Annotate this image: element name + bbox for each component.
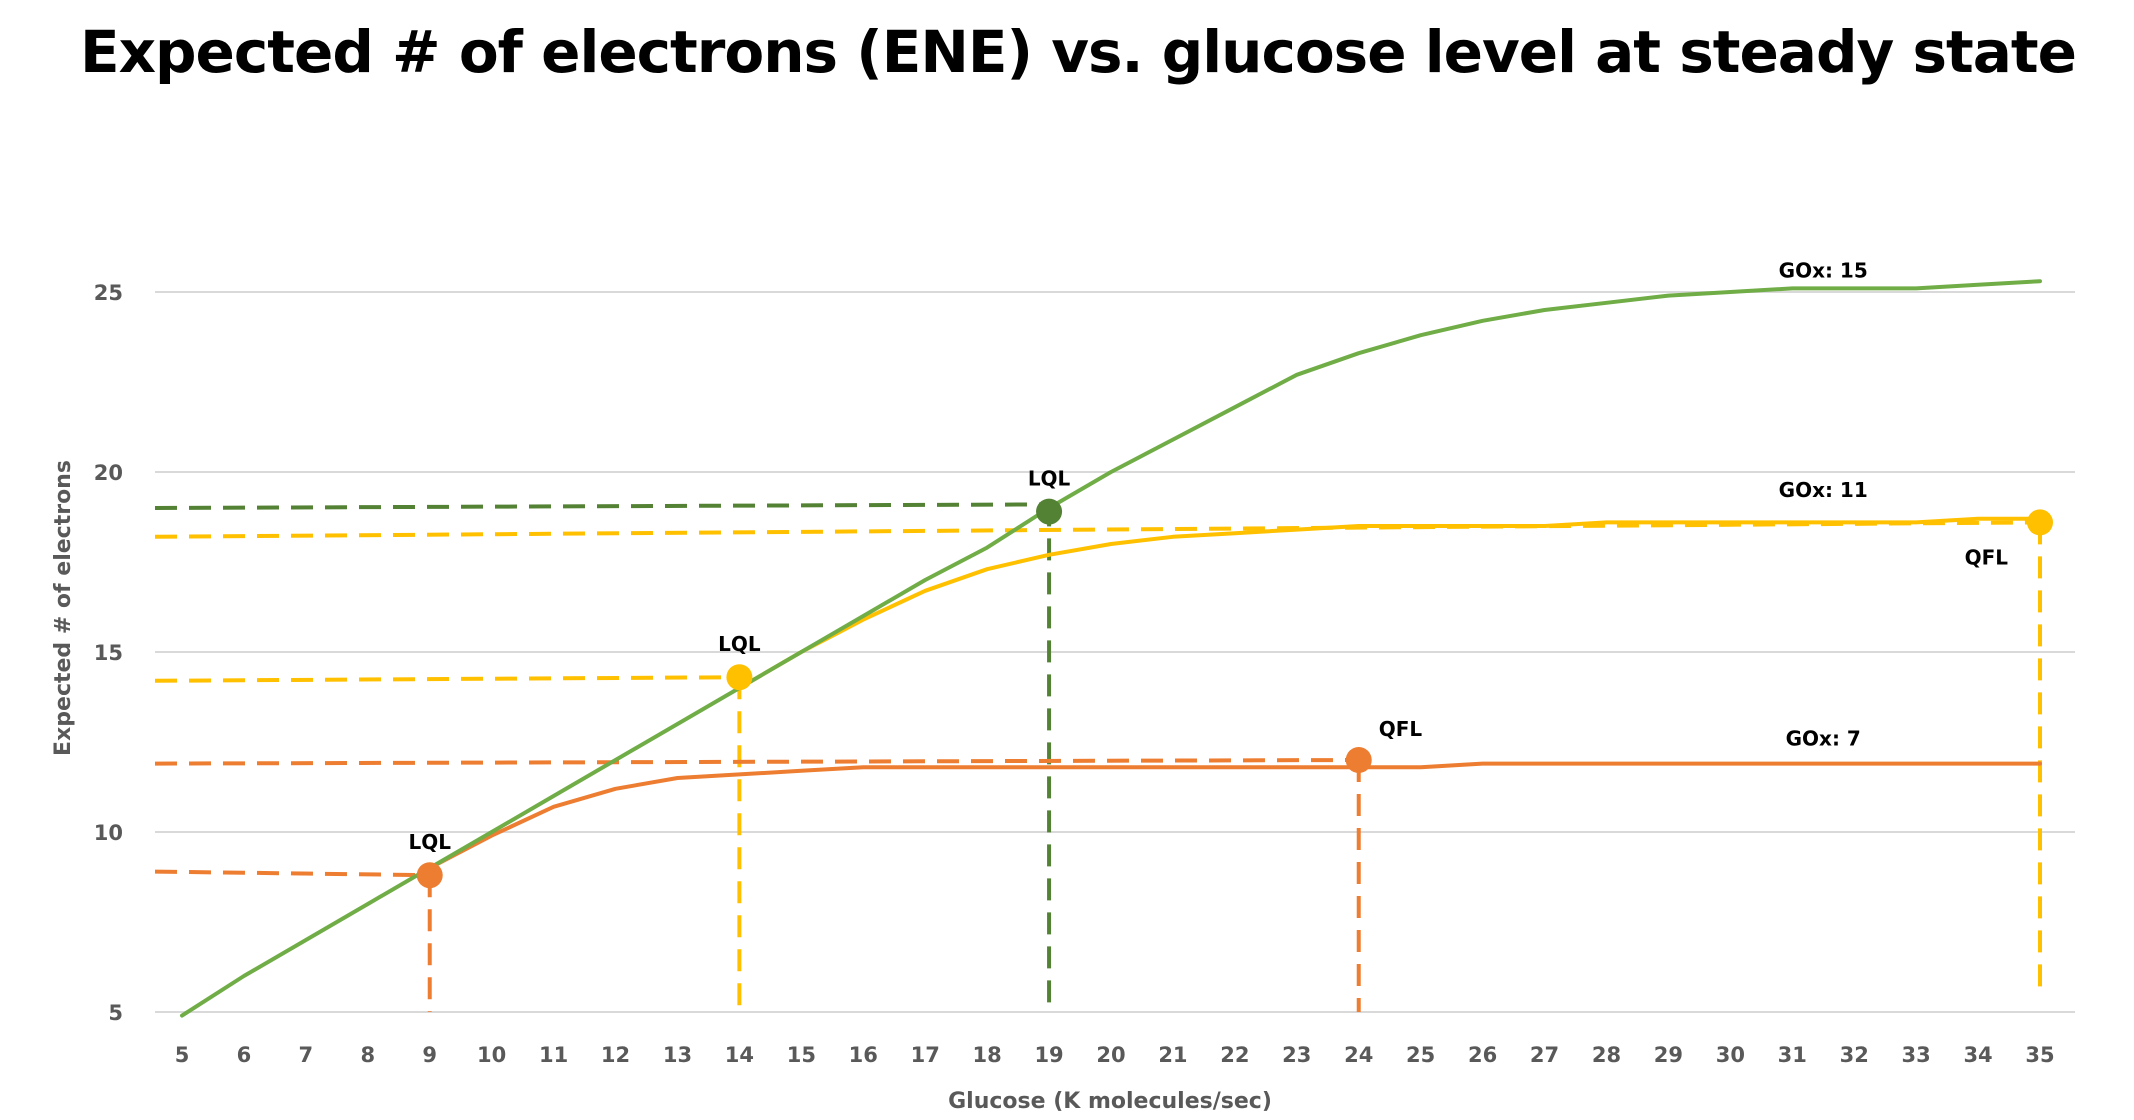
- x-tick-label-14: 14: [725, 1043, 754, 1067]
- chart-title: Expected # of electrons (ENE) vs. glucos…: [80, 18, 2077, 86]
- x-tick-label-15: 15: [787, 1043, 816, 1067]
- series-label-gox-15: GOx: 15: [1779, 259, 1868, 283]
- marker-lql-2: [726, 664, 753, 691]
- label-layer: LQL QFL LQL QFL LQL GOx: 15 GOx: 11 GOx: 7: [408, 259, 2008, 855]
- x-tick-label-21: 21: [1158, 1043, 1187, 1067]
- x-tick-label-10: 10: [477, 1043, 506, 1067]
- marker-qfl-3: [2027, 509, 2053, 536]
- y-tick-label-5: 5: [108, 1001, 123, 1025]
- y-tick-label-10: 10: [94, 821, 123, 845]
- marker-qfl-1: [1345, 747, 1372, 773]
- x-tick-label-23: 23: [1282, 1043, 1311, 1067]
- x-tick-label-34: 34: [1963, 1043, 1992, 1067]
- x-tick-label-9: 9: [422, 1043, 437, 1067]
- dashed-guide-horizontal-0: [154, 502, 1050, 510]
- x-tick-label-12: 12: [601, 1043, 630, 1067]
- guide-layer: [154, 502, 2042, 1012]
- x-tick-label-30: 30: [1716, 1043, 1745, 1067]
- marker-label-qfl-1: QFL: [1379, 717, 1423, 741]
- x-tick-label-11: 11: [539, 1043, 568, 1067]
- y-tick-label-20: 20: [94, 461, 123, 485]
- x-tick-label-19: 19: [1034, 1043, 1063, 1067]
- series-line-gox-11: [737, 516, 2042, 690]
- x-tick-label-33: 33: [1902, 1043, 1931, 1067]
- x-tick-label-28: 28: [1592, 1043, 1621, 1067]
- marker-label-qfl-3: QFL: [1965, 545, 2009, 569]
- x-tick-label-22: 22: [1220, 1043, 1249, 1067]
- x-tick-label-18: 18: [973, 1043, 1002, 1067]
- x-tick-label-35: 35: [2025, 1043, 2054, 1067]
- x-tick-label-8: 8: [360, 1043, 375, 1067]
- series-label-gox-7: GOx: 7: [1786, 727, 1861, 751]
- y-tick-label-15: 15: [94, 641, 123, 665]
- x-tick-label-27: 27: [1530, 1043, 1559, 1067]
- dashed-guide-horizontal-2: [154, 675, 740, 683]
- y-tick-label-25: 25: [94, 281, 123, 305]
- y-axis-title: Expected # of electrons: [51, 460, 76, 756]
- x-tick-label-29: 29: [1654, 1043, 1683, 1067]
- x-tick-label-26: 26: [1468, 1043, 1497, 1067]
- x-tick-label-16: 16: [849, 1043, 878, 1067]
- dashed-guide-horizontal-1: [154, 520, 2041, 539]
- x-tick-label-25: 25: [1406, 1043, 1435, 1067]
- line-layer: [180, 279, 2042, 1018]
- marker-label-lql-0: LQL: [408, 830, 451, 854]
- x-tick-label-6: 6: [237, 1043, 252, 1067]
- x-tick-label-24: 24: [1344, 1043, 1373, 1067]
- x-tick-label-13: 13: [663, 1043, 692, 1067]
- tick-layer: 5 10 15 20 25 5 6 7 8 9 10 11 12 13 14 15 16 17 18 19 20 21 22…: [94, 281, 2055, 1067]
- x-axis-title: Glucose (K molecules/sec): [948, 1089, 1272, 1114]
- x-tick-label-31: 31: [1778, 1043, 1807, 1067]
- marker-lql-0: [416, 862, 443, 889]
- marker-layer: [416, 498, 2053, 889]
- marker-label-lql-4: LQL: [1028, 467, 1071, 491]
- grid-layer: [155, 291, 2075, 1013]
- series-line-gox-7: [427, 761, 2042, 870]
- x-tick-label-20: 20: [1096, 1043, 1125, 1067]
- marker-lql-4: [1036, 498, 1063, 525]
- series-label-gox-11: GOx: 11: [1779, 478, 1868, 502]
- x-tick-label-5: 5: [175, 1043, 190, 1067]
- x-tick-label-17: 17: [911, 1043, 940, 1067]
- dashed-guide-horizontal-3: [154, 758, 1359, 766]
- x-tick-label-7: 7: [299, 1043, 314, 1067]
- marker-label-lql-2: LQL: [718, 632, 761, 656]
- dashed-guide-horizontal-4: [154, 869, 430, 878]
- series-line-gox-15: [180, 279, 2042, 1018]
- x-tick-label-32: 32: [1840, 1043, 1869, 1067]
